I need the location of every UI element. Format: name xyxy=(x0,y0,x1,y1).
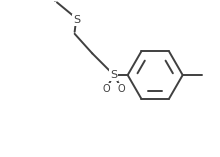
Text: O: O xyxy=(102,84,110,94)
Text: S: S xyxy=(110,70,117,80)
Text: O: O xyxy=(118,84,126,94)
Text: S: S xyxy=(73,15,80,25)
